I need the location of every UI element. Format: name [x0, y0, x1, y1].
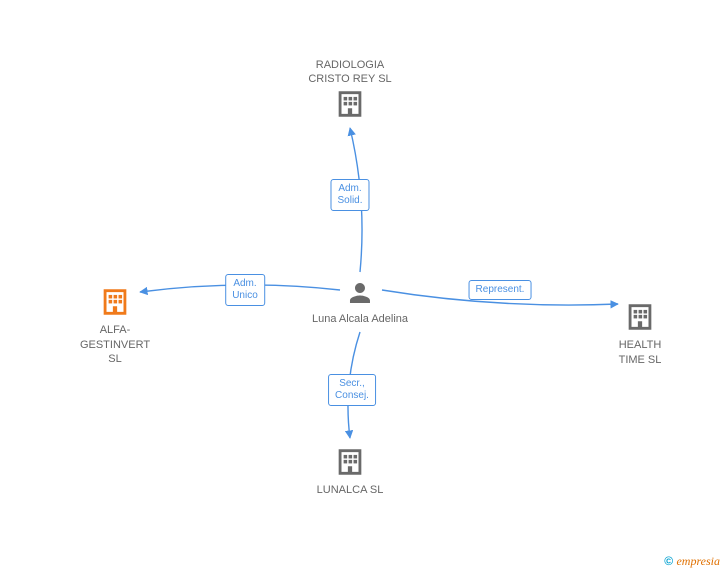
node-label: ALFA-GESTINVERTSL [55, 323, 175, 366]
edge-label-health: Represent. [469, 280, 532, 300]
building-icon [98, 285, 132, 319]
node-lunalca: LUNALCA SL [290, 445, 410, 498]
building-icon [623, 300, 657, 334]
node-health: HEALTHTIME SL [580, 300, 700, 367]
credit: © empresia [664, 554, 720, 569]
center-label: Luna Alcala Adelina [312, 312, 408, 326]
building-icon [333, 87, 367, 121]
node-radiologia: RADIOLOGIACRISTO REY SL [290, 58, 410, 125]
node-label: HEALTHTIME SL [580, 338, 700, 367]
brand-name: empresia [676, 554, 720, 568]
person-icon [345, 278, 375, 308]
edge-label-alfa: Adm. Unico [225, 274, 265, 306]
edge-label-lunalca: Secr., Consej. [328, 374, 376, 406]
node-label: LUNALCA SL [290, 483, 410, 497]
building-icon [333, 445, 367, 479]
center-person-node: Luna Alcala Adelina [312, 278, 408, 327]
edge-label-radiologia: Adm. Solid. [330, 179, 369, 211]
copyright-symbol: © [664, 554, 673, 568]
node-label: RADIOLOGIACRISTO REY SL [290, 58, 410, 87]
node-alfa: ALFA-GESTINVERTSL [55, 285, 175, 366]
